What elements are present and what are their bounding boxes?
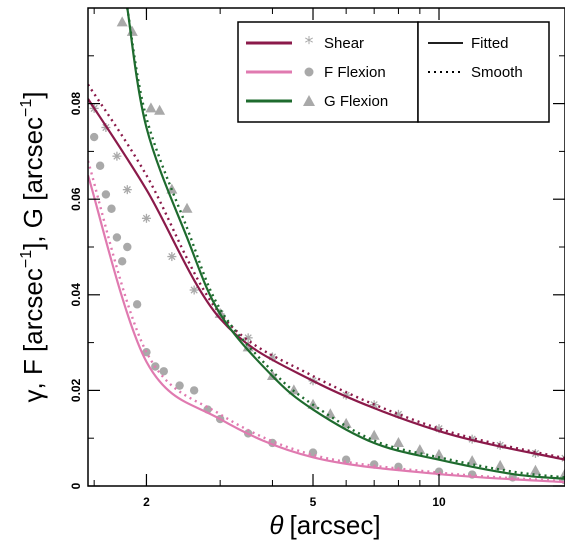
shear-point <box>189 285 199 295</box>
g-flexion-point <box>559 468 565 479</box>
x-axis-label: θ [arcsec] <box>269 510 380 540</box>
y-axis-label-sup-1: −1 <box>18 250 35 268</box>
y-axis-label-part-3: ] <box>18 91 48 98</box>
f-flexion-point <box>142 347 151 357</box>
y-tick-label: 0.08 <box>69 92 83 116</box>
legend-fitted-label: Fitted <box>471 35 509 52</box>
f-flexion-point <box>117 257 127 266</box>
shear-point <box>112 151 122 161</box>
g-flexion-point <box>414 444 426 455</box>
y-axis-label-part-1: γ, F [arcsec <box>18 268 48 402</box>
y-axis-label-part-2: ], G [arcsec <box>18 117 48 250</box>
f-flexion-point <box>95 161 105 170</box>
f-flexion-point <box>101 190 111 199</box>
x-tick-label: 5 <box>310 495 317 509</box>
g-flexion-fitted-curve <box>126 8 565 480</box>
g-flexion-point <box>145 102 157 113</box>
y-tick-label: 0.06 <box>69 187 83 211</box>
g-flexion-point <box>181 202 193 213</box>
x-axis-label-text: [arcsec] <box>290 510 381 540</box>
g-flexion-point <box>392 436 404 447</box>
g-flexion-point <box>116 16 128 27</box>
legend-f-flexion-label: F Flexion <box>324 64 386 81</box>
y-tick-label: 0.02 <box>69 378 83 402</box>
y-axis-label: γ, F [arcsec−1], G [arcsec−1] <box>18 91 48 402</box>
g-flexion-point <box>529 464 541 475</box>
g-flexion-point <box>368 429 380 440</box>
y-axis-label-sup-2: −1 <box>18 99 35 117</box>
f-flexion-point <box>112 233 122 242</box>
legend-shear-marker: * <box>305 33 314 54</box>
shear-point <box>141 213 151 223</box>
g-flexion-point <box>126 25 138 36</box>
f-flexion-smooth-curve <box>88 160 565 483</box>
g-flexion-point <box>433 448 445 459</box>
legend-shear-label: Shear <box>324 35 364 52</box>
axes: 2 5 10 0 0.02 0.04 0.06 0.08 <box>69 7 565 509</box>
legend-g-flexion-label: G Flexion <box>324 93 388 110</box>
legend-style-box <box>417 21 550 123</box>
y-tick-label: 0 <box>69 482 83 489</box>
legend-f-flexion-marker <box>304 67 314 77</box>
f-flexion-point <box>89 132 99 142</box>
f-flexion-point <box>175 381 184 390</box>
shear-point <box>122 185 132 195</box>
legend-smooth-label: Smooth <box>471 64 523 81</box>
legend-g-flexion-marker <box>303 95 315 106</box>
legend: * Shear F Flexion G Flexion Fitted Smoot… <box>237 21 550 123</box>
f-flexion-point <box>189 386 199 395</box>
g-flexion-point <box>494 459 506 470</box>
shear-point <box>167 252 177 262</box>
f-flexion-point <box>107 204 116 213</box>
x-tick-label: 2 <box>143 495 150 509</box>
g-flexion-point <box>154 104 166 115</box>
g-flexion-smooth-curve <box>126 8 565 479</box>
f-flexion-point <box>159 367 168 376</box>
g-flexion-point <box>288 384 300 395</box>
data-marks <box>88 8 565 485</box>
f-flexion-point <box>132 300 142 309</box>
x-tick-label: 10 <box>432 495 446 509</box>
f-flexion-fitted-curve <box>88 174 565 484</box>
y-tick-label: 0.04 <box>69 283 83 307</box>
x-axis-label-symbol: θ <box>269 510 283 540</box>
f-flexion-point <box>123 242 132 252</box>
shear-fitted-curve <box>88 98 565 461</box>
